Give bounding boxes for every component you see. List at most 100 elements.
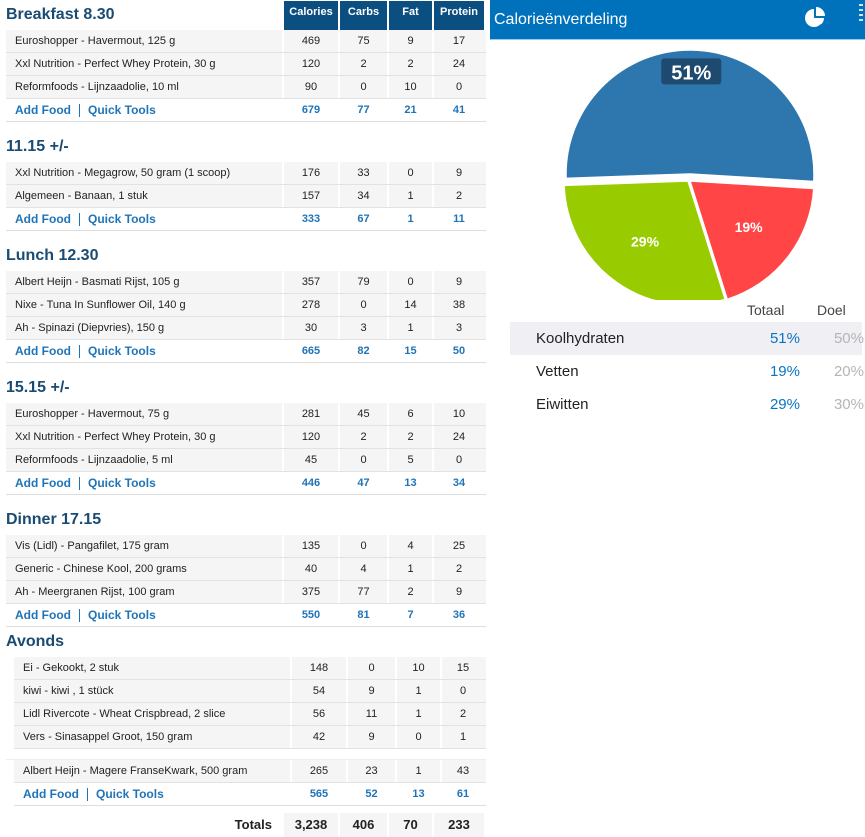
meal-total-protein: 41 bbox=[432, 99, 484, 121]
food-name: Reformfoods - Lijnzaadolie, 10 ml bbox=[15, 81, 179, 93]
food-name: Xxl Nutrition - Megagrow, 50 gram (1 sco… bbox=[15, 167, 231, 179]
macro-row-eiwitten[interactable]: Eiwitten 29% 30% bbox=[510, 388, 864, 421]
food-row[interactable]: Reformfoods - Lijnzaadolie, 5 ml 45 0 5 0 bbox=[6, 449, 486, 472]
section-spacer bbox=[0, 231, 486, 241]
food-protein: 2 bbox=[432, 185, 484, 207]
macro-name: Eiwitten bbox=[536, 396, 589, 413]
meal-total-fat: 7 bbox=[387, 604, 432, 626]
food-carbs: 9 bbox=[346, 680, 395, 702]
quick-tools-link[interactable]: Quick Tools bbox=[95, 787, 164, 801]
quick-tools-link[interactable]: Quick Tools bbox=[87, 476, 156, 490]
meal-header: Dinner 17.15 bbox=[0, 505, 486, 535]
macro-row-vetten[interactable]: Vetten 19% 20% bbox=[510, 355, 864, 388]
grand-total-protein: 233 bbox=[432, 813, 484, 837]
add-food-link[interactable]: Add Food bbox=[15, 608, 71, 622]
food-calories: 148 bbox=[290, 657, 346, 679]
menu-icon[interactable] bbox=[859, 4, 863, 24]
pie-chart-icon[interactable] bbox=[803, 6, 827, 30]
food-carbs: 23 bbox=[346, 760, 395, 782]
food-carbs: 4 bbox=[338, 558, 387, 580]
pie-slice-vetten[interactable] bbox=[688, 180, 815, 300]
meal-total-protein: 36 bbox=[432, 604, 484, 626]
meal-total-fat: 1 bbox=[387, 208, 432, 230]
food-row[interactable]: kiwi - kiwi , 1 stück 54 9 1 0 bbox=[14, 680, 486, 703]
food-calories: 265 bbox=[290, 760, 346, 782]
food-row[interactable]: Albert Heijn - Basmati Rijst, 105 g 357 79… bbox=[6, 271, 486, 294]
food-calories: 120 bbox=[282, 53, 338, 75]
food-row[interactable]: Albert Heijn - Magere FranseKwark, 500 g… bbox=[14, 760, 486, 783]
pie-slice-eiwitten[interactable] bbox=[563, 180, 727, 300]
food-row[interactable]: Xxl Nutrition - Perfect Whey Protein, 30… bbox=[6, 53, 486, 76]
meal-section: 11.15 +/- Xxl Nutrition - Megagrow, 50 gr… bbox=[0, 132, 486, 241]
macro-goal: 50% bbox=[833, 330, 864, 347]
macro-row-koolhydraten[interactable]: Koolhydraten 51% 50% bbox=[510, 322, 864, 355]
food-row[interactable]: Reformfoods - Lijnzaadolie, 10 ml 90 0 10 0 bbox=[6, 76, 486, 99]
food-row[interactable]: Vers - Sinasappel Groot, 150 gram 42 9 0 1 bbox=[14, 726, 486, 749]
link-separator bbox=[86, 788, 88, 802]
meal-header: 15.15 +/- bbox=[0, 373, 486, 403]
food-carbs: 34 bbox=[338, 185, 387, 207]
grand-total-calories: 3,238 bbox=[282, 813, 338, 837]
meal-total-carbs: 81 bbox=[338, 604, 387, 626]
food-name: Euroshopper - Havermout, 125 g bbox=[15, 35, 176, 47]
food-fat: 0 bbox=[387, 271, 432, 293]
meal-actions: Add Food Quick Tools bbox=[6, 99, 282, 121]
quick-tools-link[interactable]: Quick Tools bbox=[87, 212, 156, 226]
food-calories: 40 bbox=[282, 558, 338, 580]
add-food-link[interactable]: Add Food bbox=[15, 344, 71, 358]
add-food-link[interactable]: Add Food bbox=[15, 476, 71, 490]
meal-actions: Add Food Quick Tools bbox=[14, 783, 290, 805]
food-row[interactable]: Lidl Rivercote - Wheat Crispbread, 2 sli… bbox=[14, 703, 486, 726]
meal-actions: Add Food Quick Tools bbox=[6, 472, 282, 494]
food-fat: 10 bbox=[395, 657, 440, 679]
food-fat: 2 bbox=[387, 426, 432, 448]
meal-total-protein: 11 bbox=[432, 208, 484, 230]
macro-name: Vetten bbox=[536, 363, 579, 380]
quick-tools-link[interactable]: Quick Tools bbox=[87, 608, 156, 622]
quick-tools-link[interactable]: Quick Tools bbox=[87, 103, 156, 117]
food-fat: 1 bbox=[387, 558, 432, 580]
food-row[interactable]: Ah - Spinazi (Diepvries), 150 g 30 3 1 3 bbox=[6, 317, 486, 340]
food-fat: 1 bbox=[395, 760, 440, 782]
grand-total-fat: 70 bbox=[387, 813, 432, 837]
food-name: Lidl Rivercote - Wheat Crispbread, 2 sli… bbox=[23, 708, 226, 720]
food-calories: 90 bbox=[282, 76, 338, 98]
food-protein: 38 bbox=[432, 294, 484, 316]
food-row[interactable]: Xxl Nutrition - Megagrow, 50 gram (1 sco… bbox=[6, 162, 486, 185]
food-protein: 2 bbox=[440, 703, 484, 725]
food-row[interactable]: Vis (Lidl) - Pangafilet, 175 gram 135 0 4 25 bbox=[6, 535, 486, 558]
macro-total: 51% bbox=[769, 330, 800, 347]
meal-totals-row: Add Food Quick Tools 446 47 13 34 bbox=[6, 472, 486, 495]
meal-title: Breakfast 8.30 bbox=[6, 6, 115, 23]
food-row[interactable]: Ei - Gekookt, 2 stuk 148 0 10 15 bbox=[14, 657, 486, 680]
meal-totals-row: Add Food Quick Tools 665 82 15 50 bbox=[6, 340, 486, 363]
meal-header: Breakfast 8.30 Calories Carbs Fat Protein bbox=[0, 0, 486, 30]
food-row[interactable]: Euroshopper - Havermout, 75 g 281 45 6 10 bbox=[6, 403, 486, 426]
food-name: Euroshopper - Havermout, 75 g bbox=[15, 408, 170, 420]
food-calories: 30 bbox=[282, 317, 338, 339]
food-carbs: 79 bbox=[338, 271, 387, 293]
meal-title: Dinner 17.15 bbox=[6, 511, 102, 528]
food-fat: 1 bbox=[395, 680, 440, 702]
add-food-link[interactable]: Add Food bbox=[23, 787, 79, 801]
col-goal-header: Doel bbox=[817, 302, 846, 318]
food-row[interactable]: Algemeen - Banaan, 1 stuk 157 34 1 2 bbox=[6, 185, 486, 208]
food-row[interactable]: Generic - Chinese Kool, 200 grams 40 4 1 2 bbox=[6, 558, 486, 581]
food-calories: 56 bbox=[290, 703, 346, 725]
food-row[interactable]: Xxl Nutrition - Perfect Whey Protein, 30… bbox=[6, 426, 486, 449]
food-name: Algemeen - Banaan, 1 stuk bbox=[15, 190, 148, 202]
food-fat: 10 bbox=[387, 76, 432, 98]
link-separator bbox=[78, 345, 80, 359]
quick-tools-link[interactable]: Quick Tools bbox=[87, 344, 156, 358]
food-row[interactable]: Nixe - Tuna In Sunflower Oil, 140 g 278 0 1… bbox=[6, 294, 486, 317]
food-name: Xxl Nutrition - Perfect Whey Protein, 30… bbox=[15, 431, 216, 443]
meal-actions: Add Food Quick Tools bbox=[6, 208, 282, 230]
add-food-link[interactable]: Add Food bbox=[15, 103, 71, 117]
food-row[interactable]: Ah - Meergranen Rijst, 100 gram 375 77 2 9 bbox=[6, 581, 486, 604]
add-food-link[interactable]: Add Food bbox=[15, 212, 71, 226]
pie-slice-koolhydraten[interactable] bbox=[565, 49, 815, 183]
food-row[interactable]: Euroshopper - Havermout, 125 g 469 75 9 17 bbox=[6, 30, 486, 53]
meal-section: Avonds Ei - Gekookt, 2 stuk 148 0 10 15 kiwi -… bbox=[0, 627, 486, 806]
food-fat: 2 bbox=[387, 53, 432, 75]
row-divider bbox=[6, 749, 486, 760]
